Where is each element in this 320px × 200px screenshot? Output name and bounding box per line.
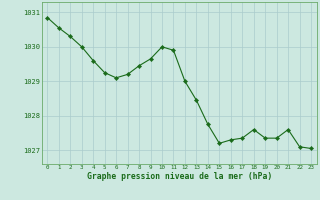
X-axis label: Graphe pression niveau de la mer (hPa): Graphe pression niveau de la mer (hPa) bbox=[87, 172, 272, 181]
